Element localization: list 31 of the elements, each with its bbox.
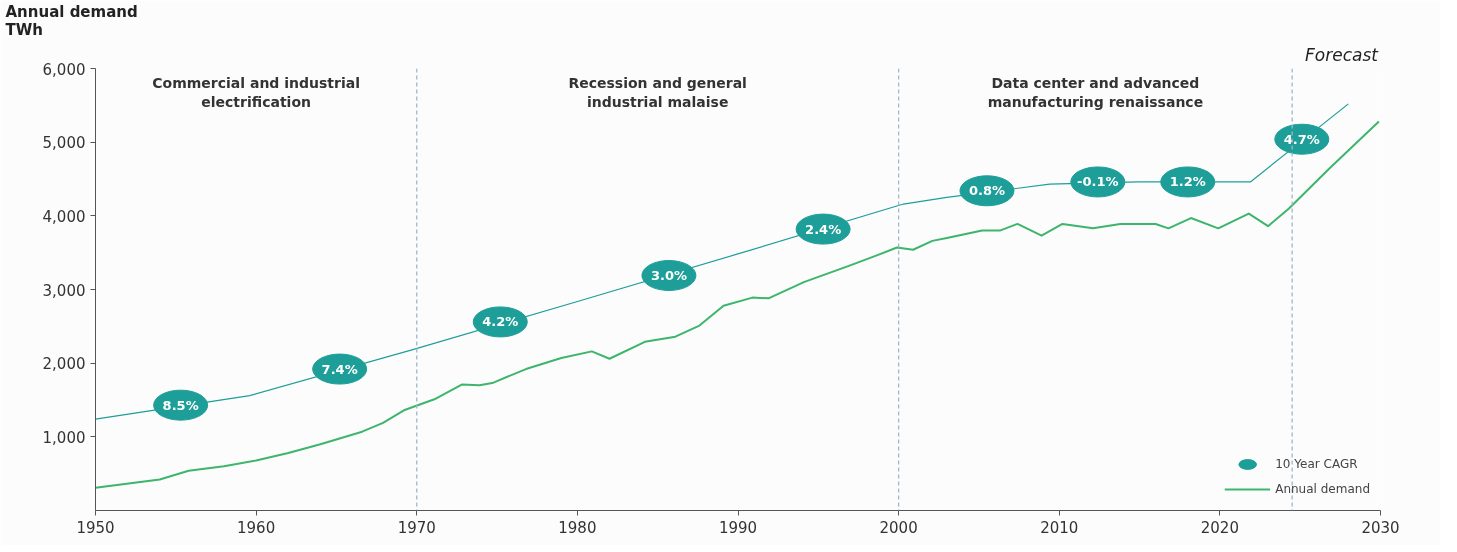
x-tick-label: 1970 bbox=[397, 518, 436, 537]
legend-label: 10 Year CAGR bbox=[1275, 457, 1358, 471]
x-tick-label: 1990 bbox=[718, 518, 758, 537]
annotation: 4.2% bbox=[482, 314, 519, 330]
x-tick-label: 2030 bbox=[1361, 518, 1400, 537]
y-tick-label: 4,000 bbox=[42, 207, 86, 226]
annotation: Recession and general industrial malaise bbox=[568, 74, 747, 110]
annotation: 4.7% bbox=[1283, 131, 1320, 147]
y-tick-label: 6,000 bbox=[42, 60, 86, 79]
x-tick-label: 2020 bbox=[1200, 518, 1239, 537]
legend-label: Annual demand bbox=[1275, 482, 1370, 496]
y-tick-label: 3,000 bbox=[42, 281, 86, 300]
annotation: 3.0% bbox=[650, 268, 687, 283]
annotation: Commercial and industrial electrification bbox=[152, 74, 360, 110]
y-axis-title: Annual demand TWh bbox=[5, 2, 138, 39]
x-tick-label: 1950 bbox=[76, 518, 115, 537]
y-tick-label: 5,000 bbox=[42, 134, 86, 153]
ref-line-label: Forecast bbox=[1305, 44, 1380, 65]
annotation: Data center and advanced manufacturing renaissance bbox=[987, 74, 1204, 110]
x-tick-label: 1980 bbox=[558, 518, 597, 537]
x-tick-label: 1960 bbox=[237, 518, 276, 537]
x-tick-label: 2000 bbox=[879, 518, 918, 537]
annotation: 7.4% bbox=[321, 361, 358, 377]
annotation: 0.8% bbox=[968, 183, 1005, 199]
annotation: 8.5% bbox=[162, 397, 199, 413]
annotation: -0.1% bbox=[1077, 174, 1119, 190]
x-tick-label: 2010 bbox=[1040, 518, 1079, 537]
y-tick-label: 2,000 bbox=[42, 355, 86, 374]
annotation: 2.4% bbox=[805, 221, 842, 237]
y-tick-label: 1,000 bbox=[42, 428, 86, 447]
annotation: 1.2% bbox=[1169, 174, 1206, 190]
